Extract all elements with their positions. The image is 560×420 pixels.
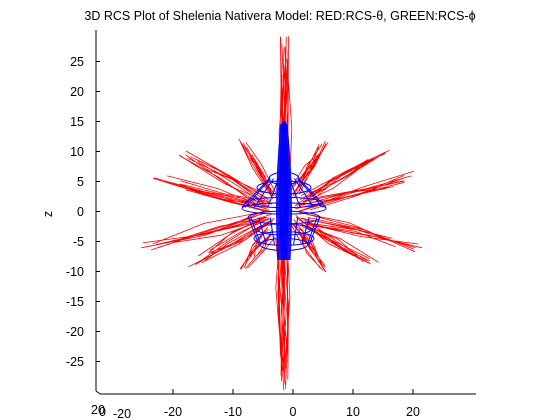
- rcs-theta-lobe: [299, 211, 423, 253]
- rcs-theta-lobe: [178, 150, 273, 208]
- rcs-theta-lobe: [141, 210, 272, 251]
- z-tick-label: -10: [66, 265, 84, 279]
- rcs-theta-lobe: [290, 141, 329, 198]
- rcs-theta-lobe: [188, 216, 275, 268]
- rcs-theta-series: [141, 36, 423, 391]
- z-tick-label: -15: [66, 295, 84, 309]
- rcs-theta-lobe: [294, 170, 414, 213]
- depth-tick-label: 0: [99, 405, 106, 419]
- z-tick-label: 25: [70, 55, 84, 69]
- z-tick-label: 15: [70, 115, 84, 129]
- z-tick-label: 10: [70, 145, 84, 159]
- rcs-phi-series: [241, 121, 327, 260]
- z-tick-label: 5: [77, 175, 84, 189]
- chart-title: 3D RCS Plot of Shelenia Nativera Model: …: [84, 9, 475, 23]
- depth-tick-label: -20: [113, 407, 131, 420]
- rcs-theta-lobe: [152, 175, 272, 213]
- x-tick-label: 10: [346, 405, 360, 419]
- x-tick-label: 0: [290, 405, 297, 419]
- rcs-phi-body: [241, 121, 327, 260]
- rcs-theta-lobe: [295, 214, 379, 264]
- z-tick-label: -20: [66, 325, 84, 339]
- rcs-theta-lobe: [239, 226, 276, 270]
- z-axis-label: z: [41, 211, 55, 217]
- rcs-theta-lobe: [294, 149, 390, 207]
- x-axis-line: [95, 390, 101, 395]
- z-tick-label: 20: [70, 85, 84, 99]
- z-tick-label: -5: [73, 235, 84, 249]
- x-tick-label: -10: [224, 405, 242, 419]
- x-tick-label: 20: [406, 405, 420, 419]
- z-tick-label: -25: [66, 355, 84, 369]
- rcs-theta-lobe: [275, 223, 291, 391]
- z-ticks: -25 -20 -15 -10 -5 0 5 10 15 20 25: [66, 55, 100, 369]
- z-tick-label: 0: [77, 205, 84, 219]
- rcs-theta-lobe: [238, 138, 278, 200]
- depth-tick-label: 20: [91, 403, 105, 417]
- x-tick-label: -20: [164, 405, 182, 419]
